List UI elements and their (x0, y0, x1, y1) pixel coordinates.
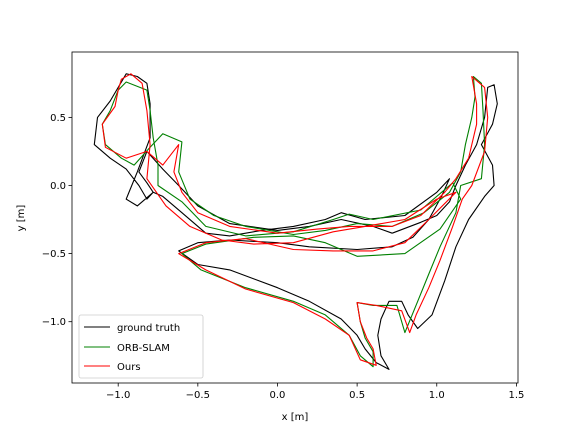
legend-box (78, 314, 204, 379)
legend: ground truth ORB-SLAM Ours (78, 314, 204, 379)
x-tick-label: −0.5 (186, 390, 210, 401)
x-tick-label: 1.5 (508, 390, 524, 401)
y-tick-label: 0.5 (50, 113, 66, 124)
y-tick-label: −0.5 (42, 249, 66, 260)
axes-frame (71, 51, 519, 384)
series-line-orb-slam (101, 75, 486, 368)
y-tick-label: 0.0 (50, 181, 66, 192)
x-axis-label: x [m] (282, 412, 309, 423)
x-tick-label: −1.0 (106, 390, 130, 401)
plot-lines (93, 73, 498, 370)
axis-ticks: −1.0 −0.5 0.0 0.5 1.0 1.5 −1.0 −0.5 0.0 0.5 (42, 113, 525, 401)
y-tick-label: −1.0 (42, 317, 66, 328)
y-axis-label: y [m] (16, 205, 27, 232)
x-tick-label: 1.0 (429, 390, 445, 401)
series-line-ground-truth (93, 73, 498, 370)
legend-label-ours: Ours (117, 362, 141, 373)
x-tick-label: 0.0 (270, 390, 286, 401)
legend-label-orb-slam: ORB-SLAM (117, 343, 170, 354)
series-line-ours (101, 73, 489, 366)
legend-label-ground-truth: ground truth (117, 323, 180, 334)
x-tick-label: 0.5 (349, 390, 365, 401)
